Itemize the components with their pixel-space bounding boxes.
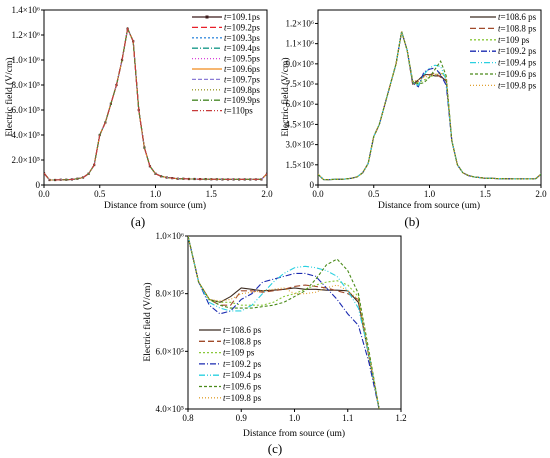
panel-b: 0.0 0.5 1.0 1.5 2.0 0 1.5×10⁵ 3.0×10⁵ 4.5×10⁵ 6.… (280, 9, 547, 229)
panel-b-y-label: Electric field (V/cm) (280, 57, 291, 136)
panel-a-legend-label: t=109.8ps (224, 85, 260, 95)
panel-a-y-tick-label: 1.0×10⁶ (12, 55, 40, 65)
panel-b-y-tick-label: 1.1×10⁶ (286, 39, 314, 49)
panel-c-legend: t=108.6 pst=108.8 pst=109 pst=109.2 pst=… (199, 325, 262, 403)
panel-a-legend-label: t=109.7ps (224, 74, 260, 84)
panel-c-x-tick-label: 0.8 (182, 413, 194, 423)
panel-a-x-tick-label: 1.5 (206, 189, 218, 199)
panel-b-legend-label: t=109.4 ps (498, 58, 537, 68)
panel-a-legend-label: t=109.3ps (224, 33, 260, 43)
panel-b-x-tick-label: 0.0 (312, 189, 324, 199)
panel-a-legend-label: t=109.6ps (224, 64, 260, 74)
panel-b-x-tick-label: 1.5 (480, 189, 492, 199)
panel-c-legend-label: t=109.4 ps (223, 370, 262, 380)
panel-a-y-label: Electric field (V/cm) (4, 57, 15, 136)
panel-c-y-tick-label: 8.0×10⁵ (156, 289, 184, 299)
panel-a-y-tick-label: 6.0×10⁵ (12, 105, 40, 115)
panel-a-legend-label: t=109.9ps (224, 95, 260, 105)
panel-a-y-tick-label: 0 (36, 180, 41, 190)
panel-c-y-label: Electric field (V/cm) (142, 282, 153, 361)
panel-b-x-tick-label: 1.0 (424, 189, 436, 199)
panel-b-legend-label: t=108.8 ps (498, 23, 537, 33)
panel-c-legend-label: t=109 ps (223, 348, 255, 358)
panel-a-legend-label: t=110ps (224, 106, 253, 116)
panel-a-legend-label: t=109.2ps (224, 22, 260, 32)
panel-c-y-axis: 4.0×10⁵ 6.0×10⁵ 8.0×10⁵ 1.0×10⁶ (156, 231, 188, 414)
panel-a-x-tick-label: 2.0 (261, 189, 273, 199)
panel-b-x-tick-label: 0.5 (368, 189, 380, 199)
panel-c-legend-label: t=109.8 ps (223, 393, 262, 403)
panel-a-y-axis: 0 2.0×10⁵ 4.0×10⁵ 6.0×10⁵ 8.0×10⁵ 1.0×10⁶ 1.2×… (12, 5, 44, 190)
panel-b-y-tick-label: 1.2×10⁶ (286, 18, 314, 28)
panel-c-x-tick-label: 1.1 (342, 413, 353, 423)
panel-b-y-tick-label: 7.5×10⁵ (286, 79, 314, 89)
panel-c-y-tick-label: 1.0×10⁶ (156, 231, 184, 241)
panel-c-series-line-5 (188, 236, 380, 409)
panel-a-x-tick-label: 0.5 (94, 189, 106, 199)
panel-c-x-tick-label: 1.2 (395, 413, 406, 423)
panel-c: 0.8 0.9 1.0 1.1 1.2 4.0×10⁵ 6.0×10⁵ 8.0×10⁵ 1.0… (142, 231, 407, 456)
panel-b-legend-label: t=109.8 ps (498, 80, 537, 90)
panel-a-y-tick-label: 4.0×10⁵ (12, 130, 40, 140)
panel-a-x-axis: 0.0 0.5 1.0 1.5 2.0 (38, 185, 273, 199)
panel-b-legend-label: t=109 ps (498, 35, 530, 45)
panel-c-series-line-1 (188, 236, 380, 409)
panel-b-y-tick-label: 9.0×10⁵ (286, 59, 314, 69)
panel-b-x-axis: 0.0 0.5 1.0 1.5 2.0 (312, 185, 547, 199)
panel-a-series-line-9 (44, 26, 267, 181)
panel-b-series-line-7 (318, 31, 541, 181)
panel-c-series-line-7 (188, 236, 380, 409)
panel-a-legend-marker (205, 15, 209, 19)
panel-b-x-label: Distance from source (um) (378, 200, 480, 211)
panel-c-series-line-6 (188, 236, 380, 409)
panel-b-y-tick-label: 3.0×10⁵ (286, 140, 314, 150)
panel-c-x-label: Distance from source (um) (243, 428, 345, 439)
panel-b-series-line-4 (318, 31, 541, 181)
panel-c-x-tick-label: 1.0 (289, 413, 301, 423)
panel-a-y-tick-label: 8.0×10⁵ (12, 80, 40, 90)
panel-a-series-line-10 (44, 26, 267, 181)
panel-a-y-tick-label: 1.4×10⁶ (12, 5, 40, 15)
panel-c-series-line-4 (188, 236, 380, 409)
panel-b-legend-label: t=108.6 ps (498, 12, 537, 22)
panel-a: 0.0 0.5 1.0 1.5 2.0 0 2.0×10⁵ 4.0×10⁵ 6.0×10⁵ 8.… (4, 5, 273, 229)
panel-c-legend-label: t=108.6 ps (223, 325, 262, 335)
panel-a-legend-label: t=109.4ps (224, 43, 260, 53)
panel-a-legend-label: t=109.1ps (224, 12, 260, 22)
panel-a-plot-area (44, 26, 267, 182)
panel-c-legend-label: t=108.8 ps (223, 336, 262, 346)
panel-a-caption: (a) (131, 214, 145, 229)
panel-b-plot-area (318, 31, 541, 181)
panel-a-legend: t=109.1pst=109.2pst=109.3pst=109.4pst=10… (192, 12, 260, 116)
panel-b-y-tick-label: 1.5×10⁵ (286, 160, 314, 170)
panel-c-caption: (c) (268, 441, 282, 456)
panel-b-caption: (b) (404, 214, 419, 229)
panel-a-y-tick-label: 2.0×10⁵ (12, 155, 40, 165)
panel-c-plot-area (188, 236, 380, 409)
panel-b-y-tick-label: 0 (310, 180, 315, 190)
panel-c-legend-label: t=109.2 ps (223, 359, 262, 369)
panel-a-y-tick-label: 1.2×10⁶ (12, 30, 40, 40)
panel-c-series-line-3 (188, 236, 380, 409)
panel-a-x-label: Distance from source (um) (104, 200, 206, 211)
panel-a-x-tick-label: 1.0 (150, 189, 162, 199)
panel-c-legend-label: t=109.6 ps (223, 382, 262, 392)
panel-c-x-tick-label: 0.9 (236, 413, 248, 423)
panel-c-frame (187, 235, 402, 410)
panel-b-y-axis: 0 1.5×10⁵ 3.0×10⁵ 4.5×10⁵ 6.0×10⁵ 7.5×10⁵ 9.0×… (286, 18, 318, 190)
panel-a-x-tick-label: 0.0 (38, 189, 50, 199)
panel-b-series-line-6 (318, 31, 541, 181)
panel-c-y-tick-label: 4.0×10⁵ (156, 404, 184, 414)
panel-b-legend: t=108.6 pst=108.8 ps t=109 pst=109.2 ps t=… (470, 12, 537, 90)
panel-b-y-tick-label: 6.0×10⁵ (286, 99, 314, 109)
panel-b-legend-label: t=109.6 ps (498, 69, 537, 79)
panel-b-x-tick-label: 2.0 (535, 189, 547, 199)
panel-c-y-tick-label: 6.0×10⁵ (156, 346, 184, 356)
panel-a-legend-label: t=109.5ps (224, 54, 260, 64)
panel-c-x-axis: 0.8 0.9 1.0 1.1 1.2 (182, 409, 407, 423)
panel-b-legend-label: t=109.2 ps (498, 46, 537, 56)
panel-b-y-tick-label: 4.5×10⁵ (286, 119, 314, 129)
panel-c-series-line-2 (188, 236, 380, 409)
